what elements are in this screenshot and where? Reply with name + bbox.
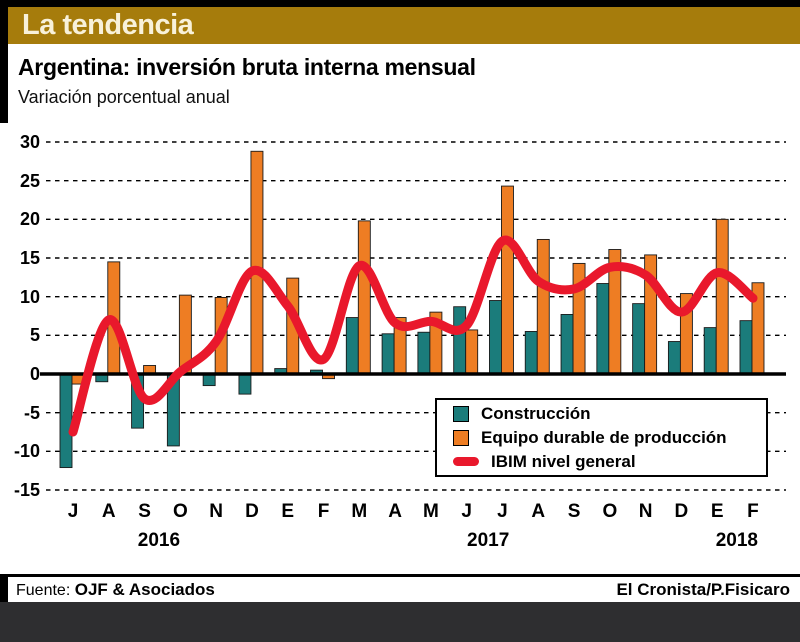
bar-construccion-5 <box>238 373 252 395</box>
bar-equipo-13 <box>536 238 550 375</box>
bar-construccion-12 <box>489 300 502 375</box>
bar-construccion-14 <box>560 314 574 375</box>
bar-construccion-8 <box>345 317 359 375</box>
bar-equipo-11 <box>465 329 479 375</box>
bar-construccion-15 <box>596 283 610 375</box>
chart-subtitle: Variación porcentual anual <box>18 87 230 107</box>
header-banner: La tendencia <box>8 7 800 44</box>
top-border-strip <box>0 0 800 7</box>
bar-construccion-10 <box>417 331 431 375</box>
legend-item-equipo-durable: Equipo durable de producción <box>453 428 766 448</box>
legend-item-ibim: IBIM nivel general <box>453 452 766 472</box>
bar-equipo-18 <box>715 218 729 375</box>
bar-construccion-19 <box>739 320 753 375</box>
construccion-swatch-icon <box>453 405 469 422</box>
bar-construccion-9 <box>381 333 395 375</box>
bottom-band <box>0 602 800 642</box>
bar-construccion-11 <box>453 306 467 375</box>
bar-construccion-0 <box>59 373 73 469</box>
bar-construccion-13 <box>524 331 538 375</box>
equipo-durable-swatch-icon <box>453 429 469 446</box>
legend-label-construccion: Construcción <box>481 403 591 423</box>
footer-accent-bar <box>0 574 8 602</box>
ibim-line <box>68 235 758 437</box>
bar-equipo-8 <box>357 220 371 375</box>
bar-construccion-17 <box>667 341 681 375</box>
source-text: Fuente: OJF & Asociados <box>16 580 215 600</box>
bar-construccion-18 <box>703 327 717 375</box>
page-title: La tendencia <box>22 9 194 41</box>
ibim-line-swatch-icon <box>453 457 479 466</box>
source-label: Fuente: <box>16 581 71 599</box>
legend-item-construccion: Construcción <box>453 404 766 424</box>
legend-label-ibim: IBIM nivel general <box>491 451 636 471</box>
credit-text: El Cronista/P.Fisicaro <box>616 579 790 599</box>
bar-construccion-16 <box>632 303 646 375</box>
bar-equipo-5 <box>250 150 264 375</box>
chart-title: Argentina: inversión bruta interna mensu… <box>18 54 476 80</box>
bar-equipo-12 <box>501 185 514 375</box>
legend-label-equipo-durable: Equipo durable de producción <box>481 427 727 447</box>
footer-strip: Fuente: OJF & Asociados El Cronista/P.Fi… <box>0 574 800 602</box>
left-accent-bar <box>0 0 8 123</box>
source-name: OJF & Asociados <box>74 579 215 599</box>
chart-legend: Construcción Equipo durable de producció… <box>435 398 768 477</box>
